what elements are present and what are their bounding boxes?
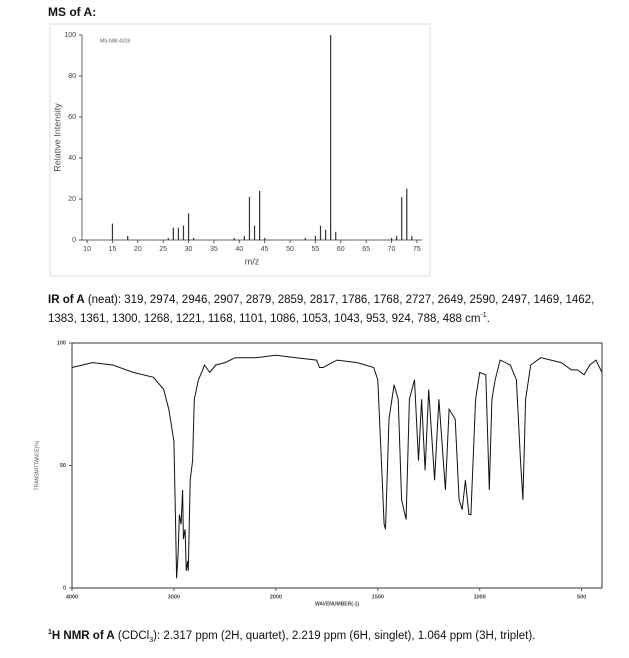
x-tick-label: 40 xyxy=(235,246,243,253)
ir-text: IR of A (neat): 319, 2974, 2946, 2907, 2… xyxy=(48,292,618,327)
x-tick-label: 65 xyxy=(362,246,370,253)
chart-border xyxy=(49,23,431,277)
nmr-sub: 3 xyxy=(149,637,154,645)
ir-label: IR of A xyxy=(48,294,85,306)
x-tick-label: 20 xyxy=(134,246,142,253)
nmr-body: (CDCl xyxy=(114,629,150,642)
nmr-text: 1H NMR of A (CDCl3): 2.317 ppm (2H, quar… xyxy=(48,625,535,649)
y-tick-label: 80 xyxy=(68,73,76,80)
x-axis-label: WAVENUMBER(-1) xyxy=(315,601,359,607)
ir-body: (neat): 319, 2974, 2946, 2907, 2879, 285… xyxy=(48,294,595,325)
x-tick-label: 15 xyxy=(109,246,117,253)
ir-spectrum xyxy=(71,354,603,579)
x-tick-label: 70 xyxy=(388,246,396,253)
ir-sup: -1 xyxy=(480,312,487,319)
x-tick-label: 1000 xyxy=(474,594,486,600)
x-tick-label: 10 xyxy=(83,246,91,253)
x-tick-label: 30 xyxy=(185,246,193,253)
x-tick-label: 1500 xyxy=(372,594,384,600)
ir-end: . xyxy=(486,312,490,325)
x-tick-label: 2000 xyxy=(270,594,282,600)
y-tick-label: 20 xyxy=(68,196,76,203)
spectrum-id: MS-NW-4319 xyxy=(100,38,130,44)
nmr-sup: 1 xyxy=(48,629,52,636)
ir-chart: 4000 3000 2000 1500 1000 500 0 50 100 WAVENUMBER(… xyxy=(34,340,603,607)
ms-header: MS of A: xyxy=(48,5,97,19)
y-axis-label: Relative Intensity xyxy=(52,103,62,172)
x-tick-label: 50 xyxy=(286,246,294,253)
y-axis-label: TRANSMITTANCE(%) xyxy=(34,440,40,490)
x-tick-label: 4000 xyxy=(66,594,78,600)
x-tick-label: 3000 xyxy=(168,594,180,600)
x-tick-label: 35 xyxy=(210,246,218,253)
x-tick-label: 60 xyxy=(337,246,345,253)
x-axis-label: m/z xyxy=(245,256,260,266)
nmr-body-2: ): 2.317 ppm (2H, quartet), 2.219 ppm (6… xyxy=(153,629,536,642)
plot-frame xyxy=(71,342,603,589)
x-tick-label: 55 xyxy=(312,246,320,253)
ms-chart: 10 15 20 25 30 35 40 45 50 55 60 65 70 75 0 20 40 60 80 100… xyxy=(49,23,431,277)
x-tick-label: 75 xyxy=(413,246,421,253)
y-tick-label: 0 xyxy=(72,237,76,244)
y-tick-label: 100 xyxy=(57,340,66,346)
nmr-label: H NMR of A xyxy=(51,629,115,642)
x-tick-label: 25 xyxy=(159,246,167,253)
x-tick-label: 45 xyxy=(261,246,269,253)
x-tick-label: 500 xyxy=(577,594,586,600)
y-tick-label: 40 xyxy=(68,155,76,162)
y-tick-label: 0 xyxy=(63,585,66,591)
y-tick-label: 50 xyxy=(60,463,66,469)
y-tick-label: 60 xyxy=(68,114,76,121)
y-tick-label: 100 xyxy=(64,32,76,39)
